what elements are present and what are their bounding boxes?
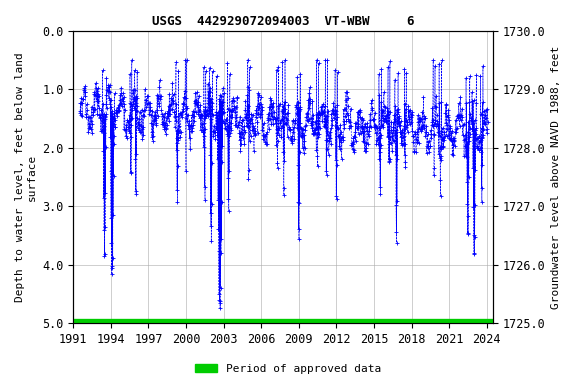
Y-axis label: Depth to water level, feet below land
surface: Depth to water level, feet below land su… [15, 52, 37, 302]
Y-axis label: Groundwater level above NAVD 1988, feet: Groundwater level above NAVD 1988, feet [551, 45, 561, 308]
Title: USGS  442929072094003  VT-WBW     6: USGS 442929072094003 VT-WBW 6 [152, 15, 414, 28]
Legend: Period of approved data: Period of approved data [191, 359, 385, 379]
